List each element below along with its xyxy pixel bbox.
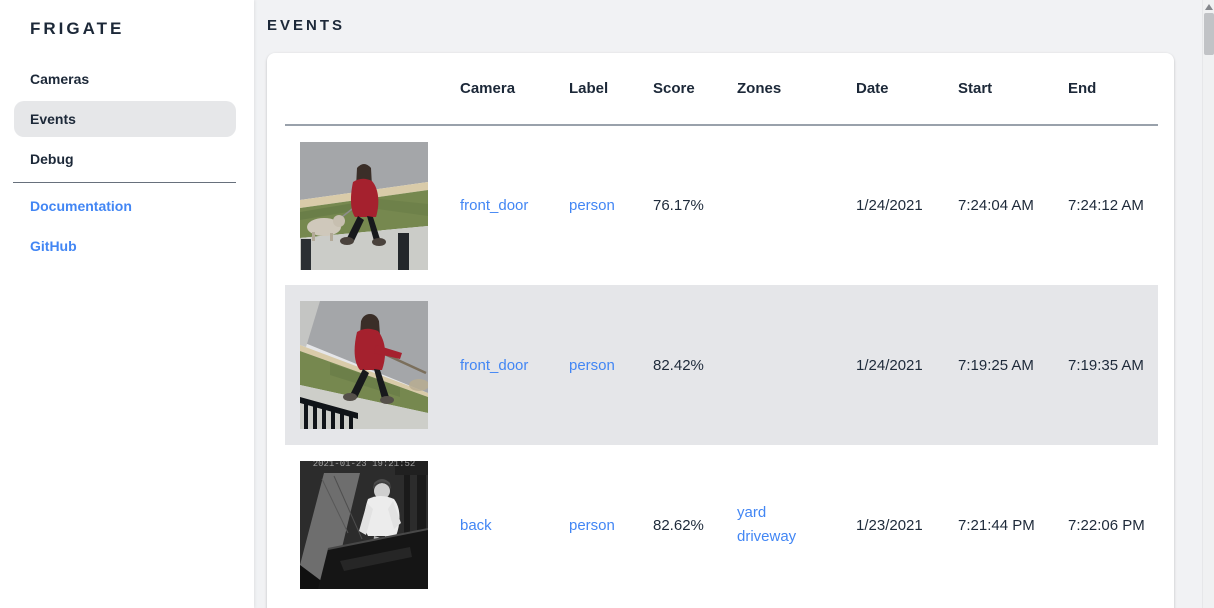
table-header-row: Camera Label Score Zones Date Start End xyxy=(285,53,1158,126)
column-header-thumbnail xyxy=(285,53,460,126)
column-header-end: End xyxy=(1068,53,1158,126)
sidebar-nav: Cameras Events Debug Documentation GitHu… xyxy=(0,61,254,264)
date-value: 1/24/2021 xyxy=(856,197,923,214)
events-card: Camera Label Score Zones Date Start End xyxy=(267,53,1174,608)
score-value: 82.42% xyxy=(653,285,737,445)
label-link[interactable]: person xyxy=(569,356,615,374)
main-content: EVENTS Camera Label Score Zones Date Sta… xyxy=(254,0,1202,608)
zones-cell xyxy=(737,125,856,285)
camera-link[interactable]: back xyxy=(460,516,492,534)
thumbnail-timestamp-overlay: 2021-01-23 19:21:52 xyxy=(313,461,416,469)
events-table: Camera Label Score Zones Date Start End xyxy=(285,53,1158,605)
label-link[interactable]: person xyxy=(569,516,615,534)
start-value: 7:19:25 AM xyxy=(958,285,1068,445)
app-logo: FRIGATE xyxy=(30,19,125,38)
scroll-up-arrow-icon[interactable] xyxy=(1204,4,1213,10)
sidebar-divider xyxy=(13,182,236,183)
sidebar-item-debug[interactable]: Debug xyxy=(30,151,74,167)
event-thumbnail[interactable]: 2021-01-23 19:21:52 xyxy=(300,461,428,589)
column-header-score: Score xyxy=(653,53,737,126)
column-header-camera: Camera xyxy=(460,53,569,126)
date-value: 1/23/2021 xyxy=(856,516,923,534)
camera-link[interactable]: front_door xyxy=(460,197,529,214)
sidebar-item-cameras[interactable]: Cameras xyxy=(30,71,90,87)
column-header-date: Date xyxy=(856,53,958,126)
score-value: 76.17% xyxy=(653,197,704,214)
column-header-start: Start xyxy=(958,53,1068,126)
event-row[interactable]: front_door person 76.17% 1/24/2021 7:24:… xyxy=(285,125,1158,285)
column-header-zones: Zones xyxy=(737,53,856,126)
sidebar-item-documentation[interactable]: Documentation xyxy=(30,198,132,214)
column-header-label: Label xyxy=(569,53,653,126)
zone-link-yard[interactable]: yard xyxy=(737,504,767,521)
scrollbar-thumb[interactable] xyxy=(1203,13,1214,55)
label-link[interactable]: person xyxy=(569,197,615,214)
camera-link[interactable]: front_door xyxy=(460,356,529,374)
event-thumbnail[interactable] xyxy=(300,141,428,270)
zones-cell: yard driveway xyxy=(737,445,856,605)
score-value: 82.62% xyxy=(653,516,704,534)
scrollbar[interactable] xyxy=(1202,0,1214,608)
end-value: 7:24:12 AM xyxy=(1068,197,1144,214)
zones-cell xyxy=(737,285,856,445)
date-value: 1/24/2021 xyxy=(856,285,958,445)
event-row[interactable]: front_door person 82.42% 1/24/2021 7:19:… xyxy=(285,285,1158,445)
zone-link-driveway[interactable]: driveway xyxy=(737,528,797,545)
end-value: 7:22:06 PM xyxy=(1068,516,1145,534)
event-row[interactable]: 2021-01-23 19:21:52 back person 82.62% y… xyxy=(285,445,1158,605)
sidebar-item-events[interactable]: Events xyxy=(14,101,236,137)
sidebar: FRIGATE Cameras Events Debug Documentati… xyxy=(0,0,254,608)
page-title: EVENTS xyxy=(267,17,346,34)
event-thumbnail[interactable] xyxy=(300,301,428,429)
end-value: 7:19:35 AM xyxy=(1068,285,1158,445)
start-value: 7:24:04 AM xyxy=(958,197,1034,214)
sidebar-item-github[interactable]: GitHub xyxy=(30,238,77,254)
start-value: 7:21:44 PM xyxy=(958,516,1035,534)
